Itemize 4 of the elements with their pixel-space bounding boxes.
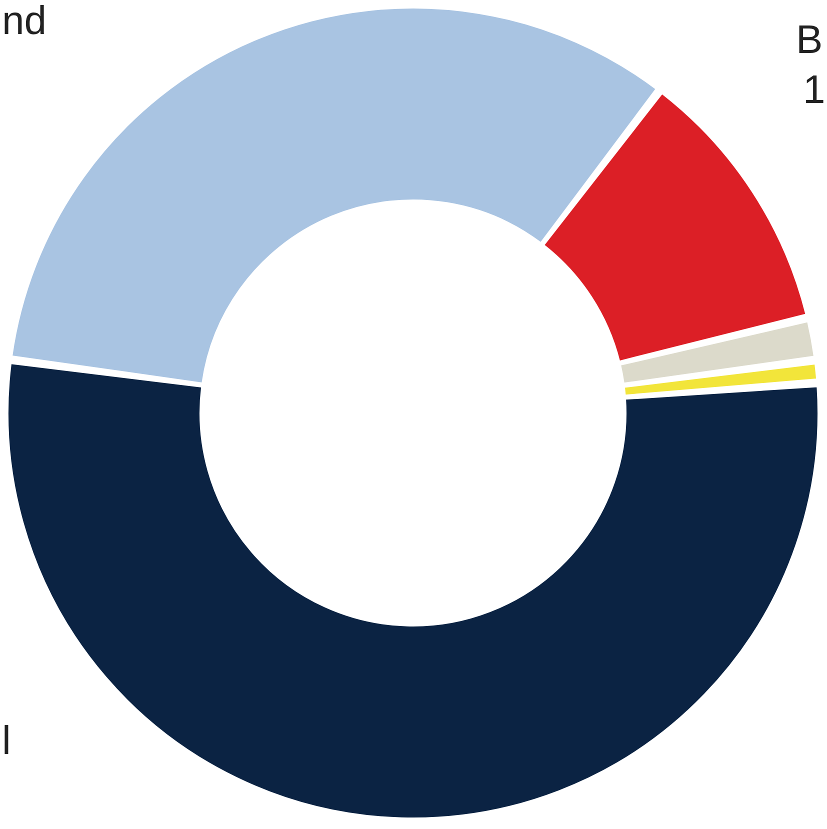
text: nd [2,0,46,43]
text: 1 [803,68,826,112]
text: B [796,18,823,62]
text: l [2,719,11,763]
